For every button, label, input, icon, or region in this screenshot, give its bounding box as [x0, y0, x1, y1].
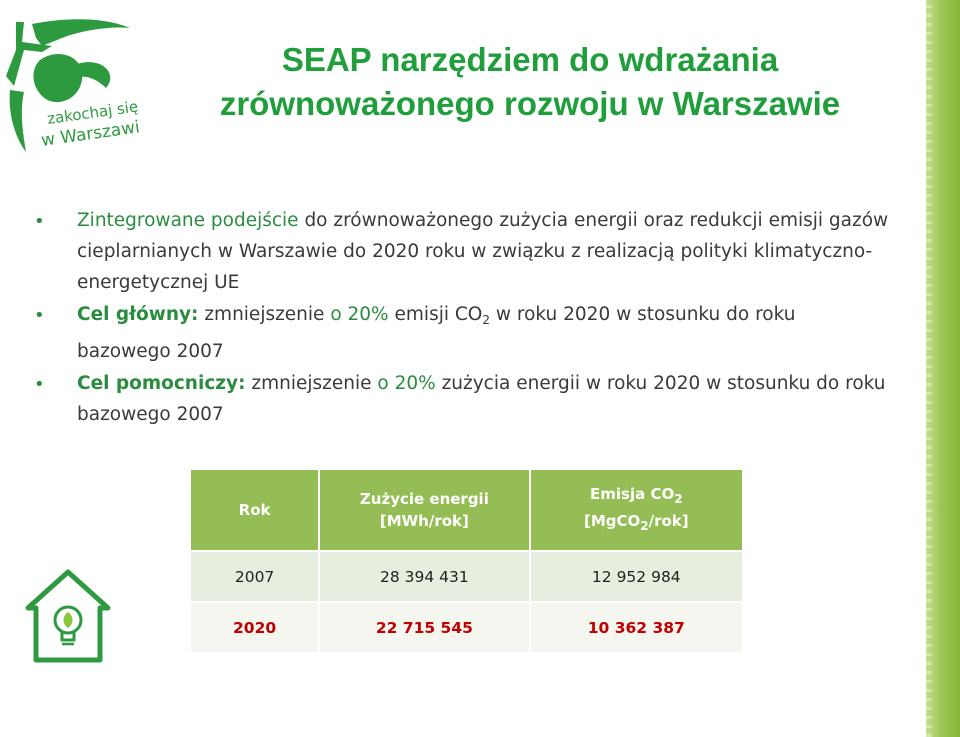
cell-energy: 22 715 545 — [318, 601, 531, 654]
table-row: 2020 22 715 545 10 362 387 — [188, 601, 745, 654]
header-year: Rok — [188, 468, 321, 552]
cell-emission: 12 952 984 — [528, 550, 745, 603]
decorative-side-bar — [926, 0, 960, 737]
cell-emission: 10 362 387 — [528, 601, 745, 654]
data-table: Rok Zużycie energii [MWh/rok] Emisja CO2… — [188, 468, 745, 654]
bullet-lead: Cel główny: — [77, 304, 199, 325]
header-energy: Zużycie energii [MWh/rok] — [318, 468, 531, 552]
cell-year: 2007 — [188, 550, 321, 603]
bullet-text: w roku 2020 w stosunku do roku bazowego … — [77, 304, 796, 362]
bullet-lead: Cel pomocniczy: — [77, 373, 246, 394]
percent-value: o 20% — [330, 304, 389, 325]
zakochaj-logo: zakochaj się w Warszawie — [6, 19, 140, 152]
table-header-row: Rok Zużycie energii [MWh/rok] Emisja CO2… — [188, 468, 745, 552]
header-emission: Emisja CO2 [MgCO2/rok] — [528, 468, 745, 552]
bullet-text: emisji CO — [388, 304, 483, 325]
title-line-2: zrównoważonego rozwoju w Warszawie — [219, 85, 841, 122]
bullet-dot: • — [34, 305, 45, 326]
table-row: 2007 28 394 431 12 952 984 — [188, 550, 745, 603]
bullet-text: zmniejszenie — [198, 304, 331, 325]
bullet-lead: Zintegrowane podejście — [77, 210, 299, 231]
bullet-integrated-approach: • Zintegrowane podejście do zrównoważone… — [32, 205, 892, 298]
bullet-list: • Zintegrowane podejście do zrównoważone… — [32, 205, 892, 430]
bullet-text: do zrównoważonego zużycia energii oraz r… — [77, 210, 889, 293]
percent-value: o 20% — [377, 373, 436, 394]
page-title: SEAP narzędziem do wdrażania zrównoważon… — [150, 38, 910, 126]
subscript: 2 — [482, 313, 490, 327]
cell-energy: 28 394 431 — [318, 550, 531, 603]
bullet-text: zmniejszenie — [245, 373, 378, 394]
cell-year: 2020 — [188, 601, 321, 654]
bullet-text: zużycia energii w roku 2020 w stosunku d… — [77, 373, 886, 425]
title-line-1: SEAP narzędziem do wdrażania — [281, 41, 779, 78]
bullet-dot: • — [34, 211, 45, 232]
bullet-main-goal: • Cel główny: zmniejszenie o 20% emisji … — [32, 299, 892, 367]
bullet-dot: • — [34, 374, 45, 395]
house-lightbulb-icon — [25, 569, 111, 663]
bullet-secondary-goal: • Cel pomocniczy: zmniejszenie o 20% zuż… — [32, 368, 892, 430]
